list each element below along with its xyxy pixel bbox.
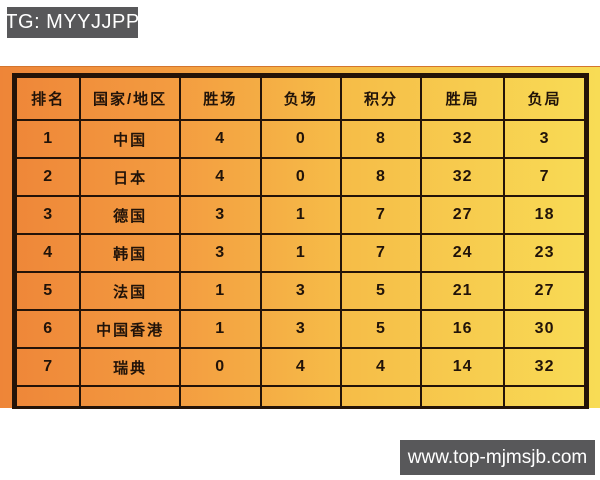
games-won-cell: 24: [420, 233, 506, 273]
table-cell: [178, 385, 262, 406]
standings-table-container: 排名 国家/地区 胜场 负场 积分 胜局 负局 1 中国 4 0 8 32 3 …: [12, 73, 589, 409]
header-points: 积分: [339, 76, 423, 121]
watermark-top-badge: TG: MYYJJPP: [5, 7, 140, 38]
points-cell: 7: [339, 233, 423, 273]
games-lost-cell: 23: [503, 233, 586, 273]
points-cell: 5: [339, 309, 423, 349]
points-cell: 8: [339, 119, 423, 159]
match-wins-cell: 0: [178, 347, 262, 387]
table-cell: [503, 385, 586, 406]
country-cell: 中国香港: [79, 309, 181, 349]
games-lost-cell: 27: [503, 271, 586, 311]
header-match-losses: 负场: [259, 76, 342, 121]
games-won-cell: 32: [420, 157, 506, 197]
table-row: 3 德国 3 1 7 27 18: [15, 195, 586, 235]
country-cell: 日本: [79, 157, 181, 197]
country-cell: 法国: [79, 271, 181, 311]
match-wins-cell: 4: [178, 157, 262, 197]
games-won-cell: 32: [420, 119, 506, 159]
match-wins-cell: 1: [178, 271, 262, 311]
country-cell: 韩国: [79, 233, 181, 273]
match-losses-cell: 3: [259, 271, 342, 311]
games-lost-cell: 30: [503, 309, 586, 349]
table-cell: [339, 385, 423, 406]
header-match-wins: 胜场: [178, 76, 262, 121]
match-losses-cell: 3: [259, 309, 342, 349]
header-rank: 排名: [15, 76, 82, 121]
country-cell: 瑞典: [79, 347, 181, 387]
country-cell: 德国: [79, 195, 181, 235]
rank-cell: 1: [15, 119, 82, 159]
watermark-bottom-text: www.top-mjmsjb.com: [407, 446, 588, 468]
points-cell: 5: [339, 271, 423, 311]
match-losses-cell: 1: [259, 195, 342, 235]
rank-cell: 3: [15, 195, 82, 235]
games-won-cell: 16: [420, 309, 506, 349]
points-cell: 7: [339, 195, 423, 235]
rank-cell: 5: [15, 271, 82, 311]
table-cell: [420, 385, 506, 406]
rank-cell: 4: [15, 233, 82, 273]
match-losses-cell: 0: [259, 119, 342, 159]
match-losses-cell: 4: [259, 347, 342, 387]
games-won-cell: 21: [420, 271, 506, 311]
table-row-partial: [15, 385, 586, 406]
table-row: 4 韩国 3 1 7 24 23: [15, 233, 586, 273]
points-cell: 8: [339, 157, 423, 197]
match-wins-cell: 4: [178, 119, 262, 159]
match-losses-cell: 0: [259, 157, 342, 197]
standings-table: 排名 国家/地区 胜场 负场 积分 胜局 负局 1 中国 4 0 8 32 3 …: [15, 76, 586, 406]
header-games-lost: 负局: [503, 76, 586, 121]
table-row: 1 中国 4 0 8 32 3: [15, 119, 586, 159]
table-row: 2 日本 4 0 8 32 7: [15, 157, 586, 197]
match-wins-cell: 3: [178, 233, 262, 273]
table-cell: [79, 385, 181, 406]
header-games-won: 胜局: [420, 76, 506, 121]
table-row: 7 瑞典 0 4 4 14 32: [15, 347, 586, 387]
match-losses-cell: 1: [259, 233, 342, 273]
rank-cell: 2: [15, 157, 82, 197]
games-lost-cell: 7: [503, 157, 586, 197]
games-won-cell: 14: [420, 347, 506, 387]
rank-cell: 7: [15, 347, 82, 387]
country-cell: 中国: [79, 119, 181, 159]
games-lost-cell: 18: [503, 195, 586, 235]
table-cell: [15, 385, 82, 406]
match-wins-cell: 1: [178, 309, 262, 349]
games-won-cell: 27: [420, 195, 506, 235]
rank-cell: 6: [15, 309, 82, 349]
match-wins-cell: 3: [178, 195, 262, 235]
games-lost-cell: 32: [503, 347, 586, 387]
header-row: 排名 国家/地区 胜场 负场 积分 胜局 负局: [15, 76, 586, 121]
table-cell: [259, 385, 342, 406]
table-row: 6 中国香港 1 3 5 16 30: [15, 309, 586, 349]
games-lost-cell: 3: [503, 119, 586, 159]
watermark-top-text: TG: MYYJJPP: [5, 11, 140, 33]
watermark-bottom-badge: www.top-mjmsjb.com: [400, 440, 595, 475]
points-cell: 4: [339, 347, 423, 387]
header-country: 国家/地区: [79, 76, 181, 121]
table-row: 5 法国 1 3 5 21 27: [15, 271, 586, 311]
